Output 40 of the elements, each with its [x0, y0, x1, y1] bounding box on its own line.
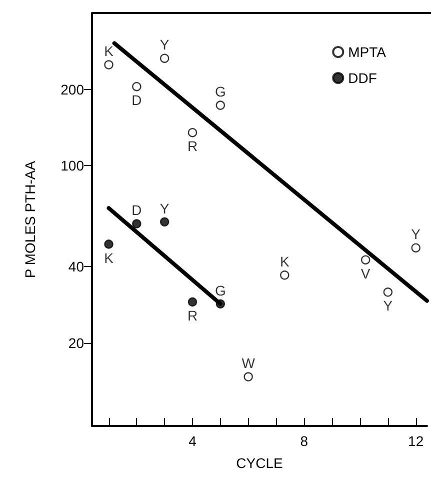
y-tick-label: 20: [68, 334, 84, 351]
legend-label: MPTA: [348, 44, 387, 60]
data-label: G: [214, 84, 226, 100]
data-label: K: [104, 43, 114, 60]
point: [160, 54, 170, 63]
x-tick-label: 12: [408, 433, 424, 449]
legend-label: DDF: [348, 70, 377, 86]
data-label: Y: [160, 36, 170, 53]
point: [132, 219, 142, 228]
data-label: Y: [411, 226, 422, 242]
y-tick-label: 40: [68, 258, 84, 275]
x-axis-title: CYCLE: [236, 455, 283, 471]
point: [104, 240, 114, 249]
y-tick-label: 100: [60, 158, 84, 174]
point: [160, 217, 170, 226]
data-label: W: [242, 355, 256, 372]
point: [188, 128, 198, 138]
y-axis-title: P MOLES PTH-AA: [22, 160, 38, 278]
data-label: V: [360, 265, 371, 282]
data-label: Y: [383, 298, 394, 314]
data-label: K: [104, 250, 114, 266]
point: [188, 297, 198, 307]
x-tick-label: 8: [300, 433, 308, 449]
data-label: R: [187, 308, 198, 324]
point: [216, 100, 226, 110]
point: [244, 372, 253, 382]
data-label: K: [280, 254, 290, 270]
x-tick-label: 4: [188, 433, 197, 449]
data-label: Y: [160, 200, 170, 216]
data-label: G: [214, 282, 226, 298]
y-tick-label: 200: [60, 81, 84, 98]
point: [132, 82, 142, 92]
data-label: D: [132, 92, 142, 108]
point: [280, 270, 290, 280]
point: [104, 60, 114, 70]
point: [360, 255, 370, 264]
data-label: R: [187, 138, 198, 154]
data-label: D: [132, 202, 142, 218]
point: [383, 288, 393, 297]
point: [411, 243, 420, 252]
